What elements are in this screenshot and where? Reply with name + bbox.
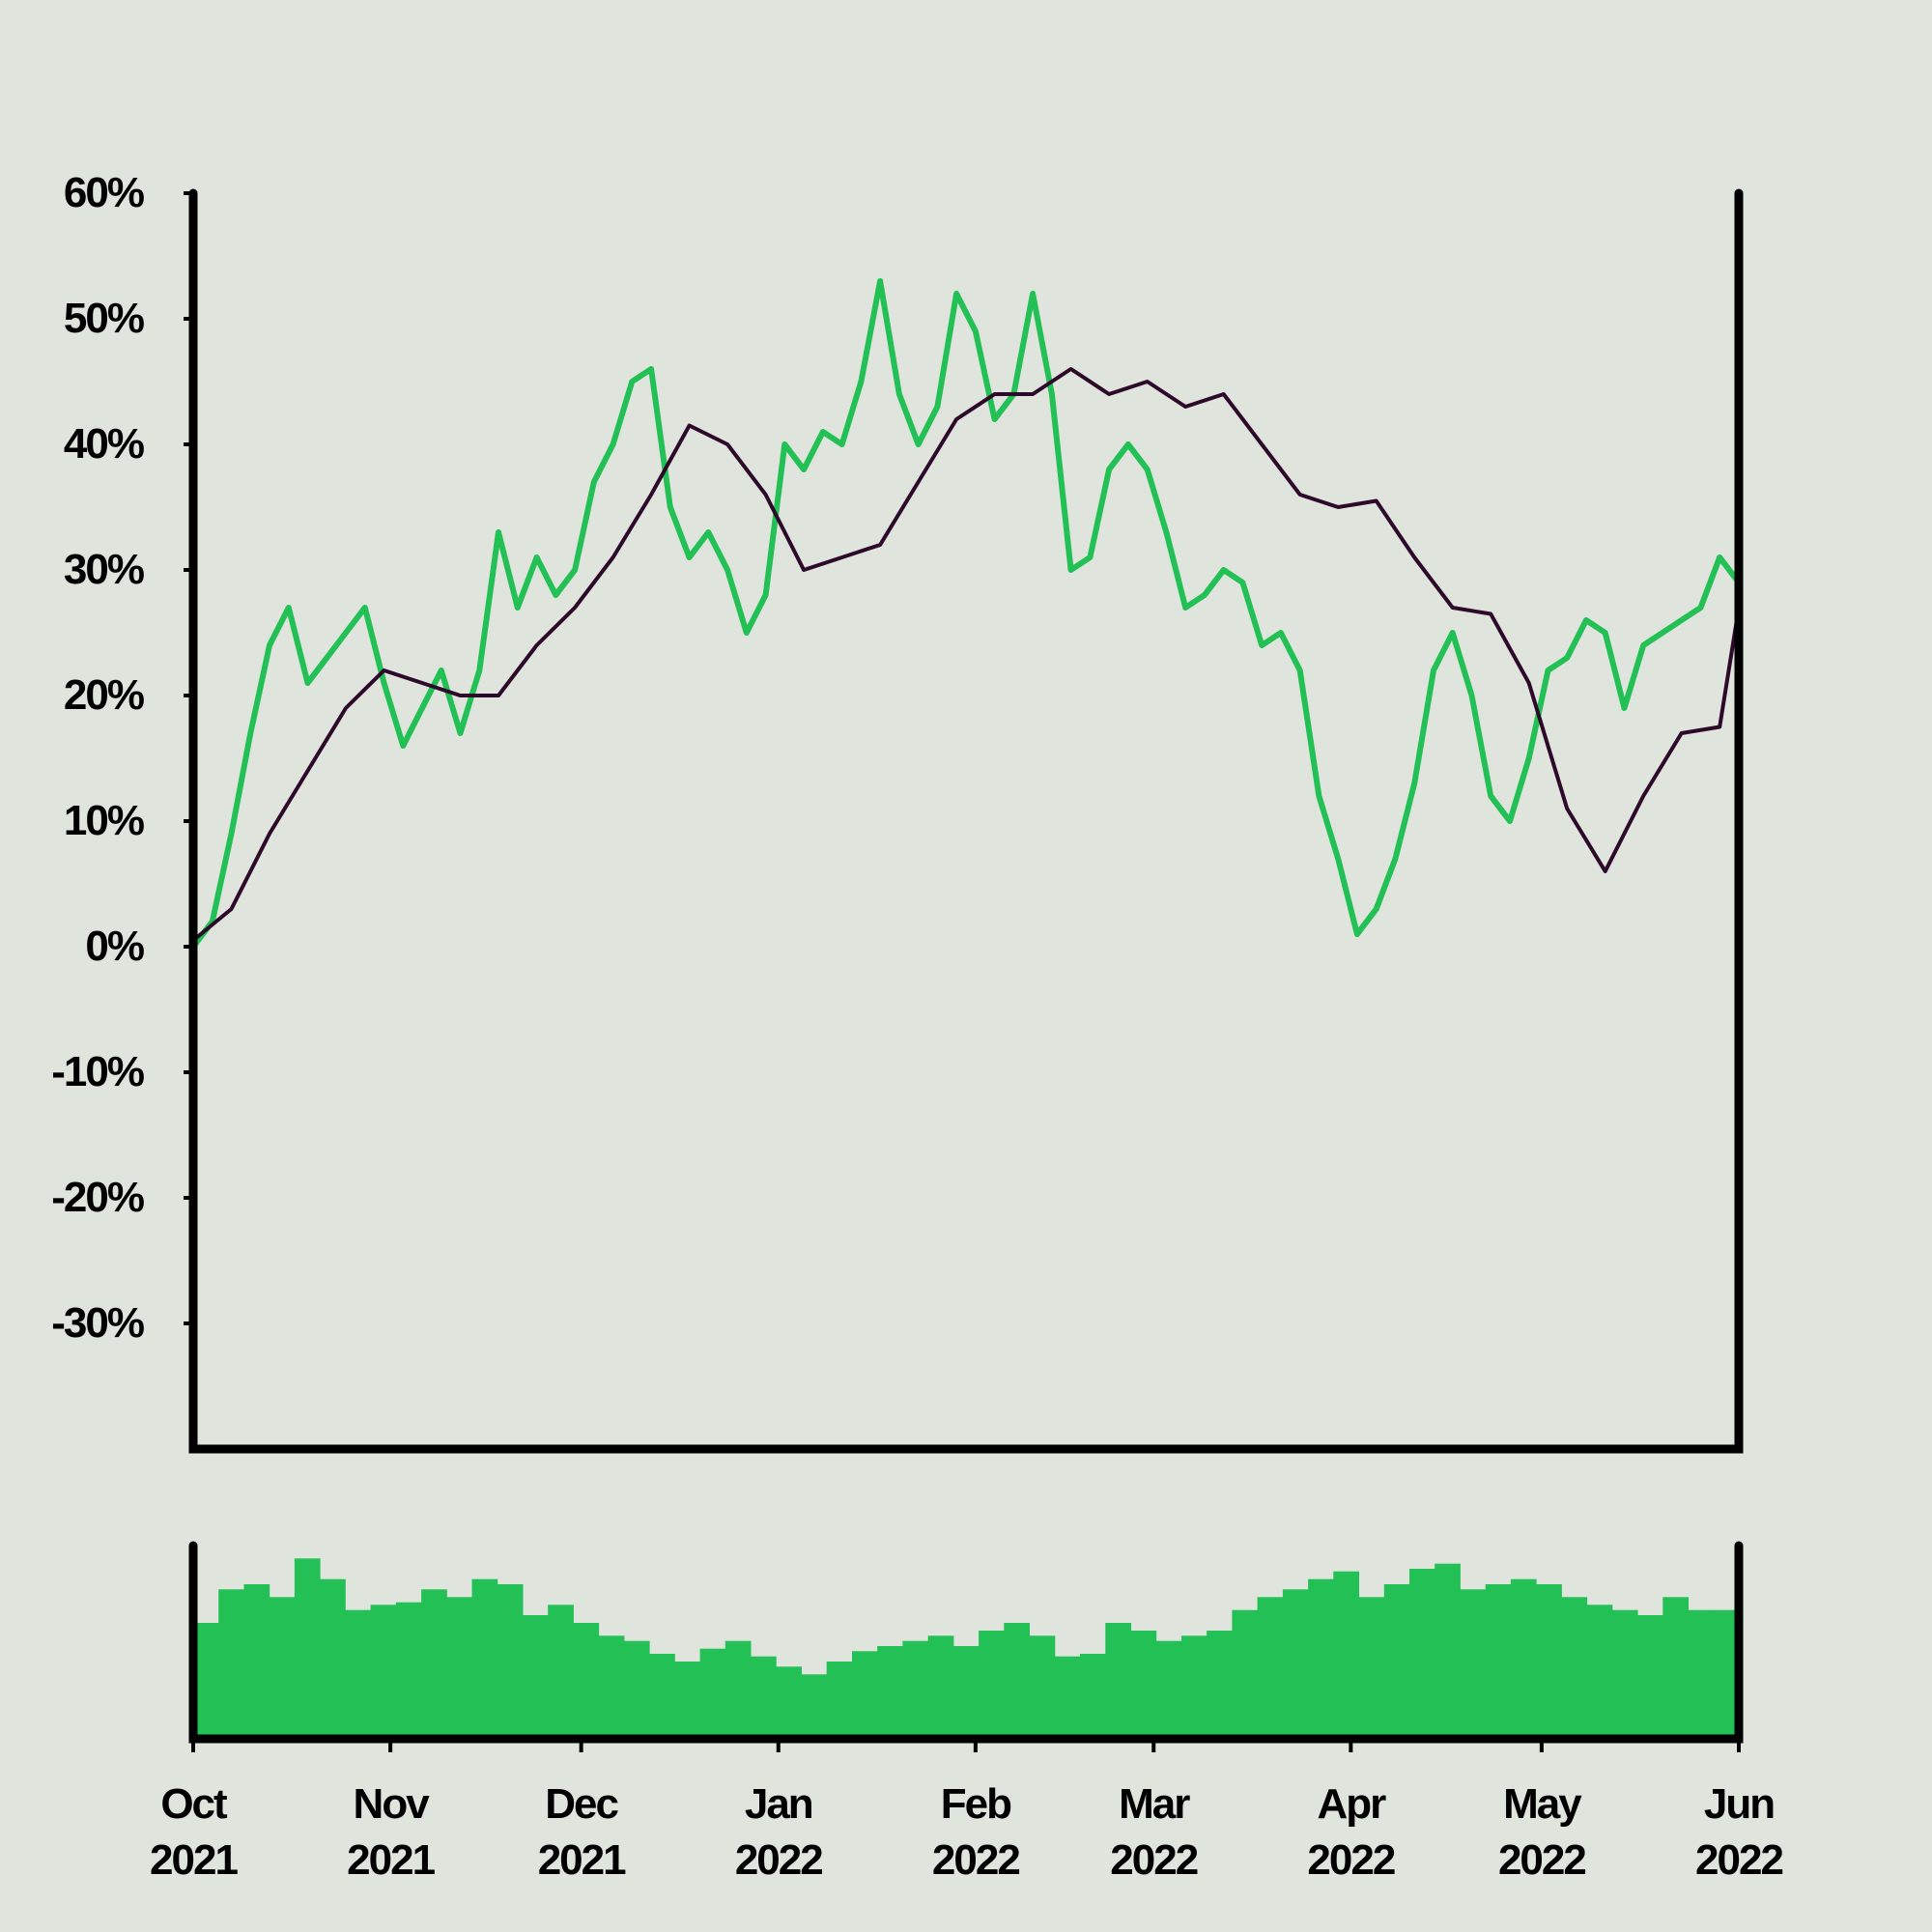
volume-bar: [1257, 1597, 1284, 1739]
return-line: [190, 278, 1742, 949]
x-tick-label-month: Feb: [941, 1780, 1011, 1828]
volume-bar: [471, 1578, 498, 1739]
volume-axes-frame: [188, 1541, 1744, 1744]
volume-bar: [1155, 1640, 1182, 1739]
volume-bar: [927, 1635, 954, 1739]
y-tick-label: -30%: [51, 1299, 144, 1347]
volume-bar: [649, 1654, 675, 1739]
volume-bar: [573, 1623, 600, 1739]
volume-bar: [1282, 1589, 1309, 1739]
volume-bar: [1029, 1635, 1056, 1739]
volume-bar: [320, 1578, 346, 1739]
y-tick-label: 40%: [64, 420, 144, 468]
volume-bar: [1611, 1609, 1638, 1739]
x-tick-label-year: 2022: [932, 1836, 1019, 1884]
volume-bar: [724, 1640, 752, 1739]
x-tick-label-month: Mar: [1119, 1780, 1190, 1828]
volume-bar: [952, 1646, 980, 1739]
volume-bar: [243, 1584, 270, 1739]
x-tick-label-month: Jan: [745, 1780, 812, 1828]
volume-bar: [979, 1631, 1005, 1739]
x-tick-label-year: 2022: [1307, 1836, 1394, 1884]
volume-bar: [1586, 1605, 1613, 1739]
volume-bar: [699, 1648, 726, 1739]
volume-bar: [1435, 1563, 1461, 1739]
volume-bar: [1333, 1571, 1359, 1739]
y-tick-label: 10%: [64, 797, 144, 844]
volume-bar: [1358, 1597, 1385, 1739]
volume-bar: [1232, 1609, 1259, 1739]
volume-bar: [1080, 1654, 1106, 1739]
volume-bar: [395, 1602, 422, 1739]
volume-bar: [902, 1640, 929, 1739]
x-tick-label-year: 2021: [347, 1836, 435, 1884]
volume-bar: [1688, 1609, 1715, 1739]
volume-bar: [421, 1589, 447, 1739]
main-plot-area: [190, 278, 1742, 949]
x-tick-label-month: May: [1503, 1780, 1582, 1828]
x-tick-label-month: Dec: [545, 1780, 618, 1828]
volume-bar: [345, 1609, 372, 1739]
volume-bar: [1004, 1623, 1030, 1739]
y-tick-label: -10%: [51, 1048, 144, 1095]
volume-bar: [446, 1597, 472, 1739]
volume-bar: [1207, 1631, 1233, 1739]
volume-bar: [852, 1651, 878, 1739]
x-tick-label-year: 2021: [150, 1836, 238, 1884]
volume-bar: [1105, 1623, 1131, 1739]
volume-bar: [548, 1605, 574, 1739]
volume-bar: [826, 1662, 853, 1739]
volume-bar: [370, 1605, 397, 1739]
volume-bar: [269, 1597, 296, 1739]
x-tick-label-year: 2021: [538, 1836, 626, 1884]
y-tick-label: 60%: [64, 169, 144, 216]
volume-bar: [1409, 1569, 1435, 1739]
volume-bar: [598, 1635, 625, 1739]
volume-bar: [218, 1589, 244, 1739]
volume-bar: [497, 1584, 524, 1739]
volume-bar: [1510, 1578, 1537, 1739]
volume-bar: [1308, 1578, 1334, 1739]
y-tick-label: 30%: [64, 546, 144, 593]
y-tick-label: 50%: [64, 295, 144, 342]
moving-average-line: [191, 367, 1741, 943]
x-tick-label-month: Oct: [160, 1780, 228, 1828]
x-tick-label-year: 2022: [735, 1836, 822, 1884]
volume-bar: [1181, 1635, 1208, 1739]
volume-bar: [674, 1662, 701, 1739]
volume-bar: [1130, 1631, 1157, 1739]
y-tick-label: 0%: [85, 923, 143, 970]
x-tick-label-month: Jun: [1704, 1780, 1774, 1828]
x-tick-label-year: 2022: [1498, 1836, 1585, 1884]
volume-plot-area: [193, 1558, 1740, 1739]
volume-bar: [1662, 1597, 1689, 1739]
volume-bar: [1460, 1589, 1487, 1739]
volume-bar: [523, 1615, 549, 1739]
volume-bar: [1054, 1656, 1081, 1739]
volume-bar: [1561, 1597, 1588, 1739]
y-tick-label: -20%: [51, 1174, 144, 1221]
volume-bar: [751, 1656, 777, 1739]
volume-bar: [877, 1646, 903, 1739]
x-tick-label-year: 2022: [1695, 1836, 1782, 1884]
volume-bar: [1485, 1584, 1512, 1739]
volume-bar: [294, 1558, 321, 1739]
axes: 60% 50% 40% 30% 20% 10% 0% -10% -20% -30% Oct 2021 N…: [51, 169, 1784, 1884]
volume-bar: [1536, 1584, 1562, 1739]
volume-bar: [801, 1674, 828, 1739]
volume-bar: [1383, 1584, 1410, 1739]
volume-bar: [1637, 1615, 1663, 1739]
x-tick-label-month: Apr: [1317, 1780, 1386, 1828]
x-tick-label-month: Nov: [354, 1780, 431, 1828]
x-tick-label-year: 2022: [1110, 1836, 1197, 1884]
volume-bar: [776, 1666, 802, 1739]
volume-bar: [623, 1640, 650, 1739]
y-tick-label: 20%: [64, 671, 144, 719]
